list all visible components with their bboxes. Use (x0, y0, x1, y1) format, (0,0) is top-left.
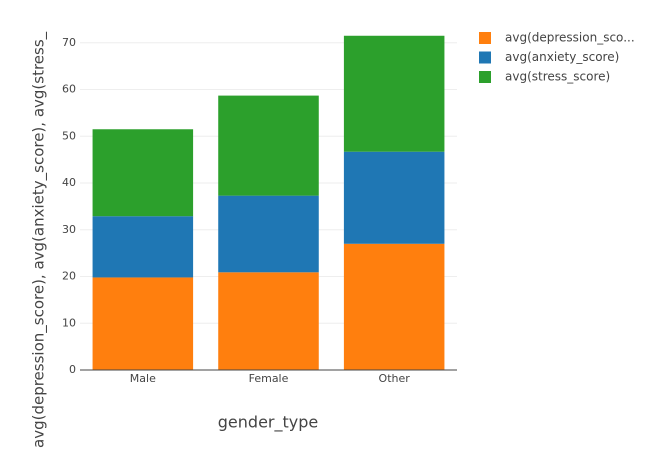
legend-label: avg(depression_sco... (505, 31, 635, 45)
legend-swatch (479, 32, 491, 44)
x-tick-label: Female (249, 372, 289, 385)
legend-label: avg(anxiety_score) (505, 50, 619, 64)
legend-swatch (479, 71, 491, 83)
y-tick-label: 50 (62, 129, 76, 142)
y-tick-label: 30 (62, 223, 76, 236)
bar (343, 35, 445, 152)
bar (92, 277, 194, 370)
x-axis-title: gender_type (218, 413, 318, 433)
x-tick-label: Other (379, 372, 411, 385)
y-axis-title: avg(depression_score), avg(anxiety_score… (30, 31, 49, 448)
bar (343, 243, 445, 370)
y-tick-label: 40 (62, 176, 76, 189)
bar (218, 272, 319, 370)
legend-swatch (479, 51, 491, 64)
bar (92, 216, 194, 278)
y-tick-label: 70 (62, 36, 76, 49)
y-tick-label: 0 (69, 363, 76, 376)
x-tick-label: Male (130, 372, 156, 385)
bar (218, 95, 319, 196)
y-tick-label: 10 (62, 316, 76, 329)
bar (343, 151, 445, 244)
bar (218, 195, 319, 273)
legend-label: avg(stress_score) (505, 70, 610, 84)
bar (92, 129, 194, 217)
y-tick-label: 60 (62, 83, 76, 96)
y-tick-label: 20 (62, 270, 76, 283)
